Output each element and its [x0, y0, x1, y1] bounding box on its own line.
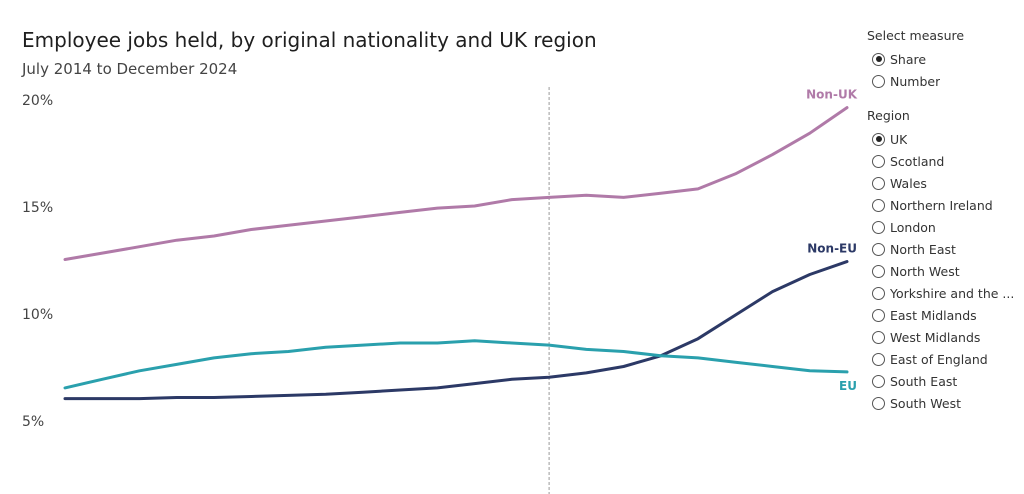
y-tick-label: 5%: [22, 414, 44, 430]
radio-label: West Midlands: [890, 329, 981, 345]
region-filter-heading: Region: [867, 108, 910, 123]
region-option-north-east[interactable]: North East: [867, 238, 1024, 260]
radio-label: Number: [890, 73, 941, 89]
region-option-east-of-england[interactable]: East of England: [867, 348, 1024, 370]
radio-label: Scotland: [890, 153, 945, 169]
radio-button[interactable]: [872, 198, 885, 212]
region-option-uk[interactable]: UK: [867, 128, 1024, 150]
radio-button[interactable]: [872, 74, 885, 88]
radio-button[interactable]: [872, 330, 885, 344]
radio-label: East Midlands: [890, 307, 977, 323]
radio-button[interactable]: [872, 176, 885, 190]
radio-button[interactable]: [872, 308, 885, 322]
region-option-wales[interactable]: Wales: [867, 172, 1024, 194]
series-label-non-uk: Non-UK: [806, 88, 858, 102]
radio-label: UK: [890, 131, 908, 147]
radio-button[interactable]: [872, 264, 885, 278]
region-option-northern-ireland[interactable]: Northern Ireland: [867, 194, 1024, 216]
radio-button[interactable]: [872, 242, 885, 256]
radio-label: North West: [890, 263, 960, 279]
region-option-east-midlands[interactable]: East Midlands: [867, 304, 1024, 326]
y-tick-label: 10%: [22, 307, 53, 323]
radio-button[interactable]: [872, 132, 885, 146]
measure-radio-group: Share Number: [867, 48, 1024, 92]
radio-button[interactable]: [872, 220, 885, 234]
radio-label: North East: [890, 241, 956, 257]
series-label-eu: EU: [839, 379, 857, 393]
radio-label: Northern Ireland: [890, 197, 993, 213]
radio-button[interactable]: [872, 154, 885, 168]
filter-panel: Select measure Share Number Region UK Scot…: [867, 27, 1024, 414]
region-option-north-west[interactable]: North West: [867, 260, 1024, 282]
region-radio-group: UK Scotland Wales Northern Ireland London Nor…: [867, 128, 1024, 414]
y-tick-label: 20%: [22, 93, 53, 109]
region-option-south-west[interactable]: South West: [867, 392, 1024, 414]
radio-button[interactable]: [872, 286, 885, 300]
measure-option-number[interactable]: Number: [867, 70, 1024, 92]
series-label-non-eu: Non-EU: [807, 242, 857, 256]
radio-label: South East: [890, 373, 958, 389]
region-option-yorkshire-and-the[interactable]: Yorkshire and the ...: [867, 282, 1024, 304]
series-line-eu: [63, 339, 849, 390]
radio-button[interactable]: [872, 396, 885, 410]
measure-option-share[interactable]: Share: [867, 48, 1024, 70]
y-tick-label: 15%: [22, 200, 53, 216]
region-option-west-midlands[interactable]: West Midlands: [867, 326, 1024, 348]
radio-button[interactable]: [872, 352, 885, 366]
radio-label: Wales: [890, 175, 927, 191]
region-option-london[interactable]: London: [867, 216, 1024, 238]
line-chart: 20% 15% 10% 5% Non-UK Non-EU EU: [22, 87, 858, 494]
chart-title: Employee jobs held, by original national…: [22, 28, 597, 52]
series-line-non-uk: [63, 106, 849, 261]
measure-filter-heading: Select measure: [867, 28, 965, 43]
radio-button[interactable]: [872, 374, 885, 388]
region-option-scotland[interactable]: Scotland: [867, 150, 1024, 172]
region-option-south-east[interactable]: South East: [867, 370, 1024, 392]
radio-label: Yorkshire and the ...: [890, 285, 1015, 301]
chart-subtitle: July 2014 to December 2024: [22, 60, 238, 78]
radio-button[interactable]: [872, 52, 885, 66]
radio-label: London: [890, 219, 936, 235]
radio-label: Share: [890, 51, 927, 67]
radio-label: South West: [890, 395, 962, 411]
series-line-non-eu: [63, 260, 849, 401]
radio-label: East of England: [890, 351, 988, 367]
